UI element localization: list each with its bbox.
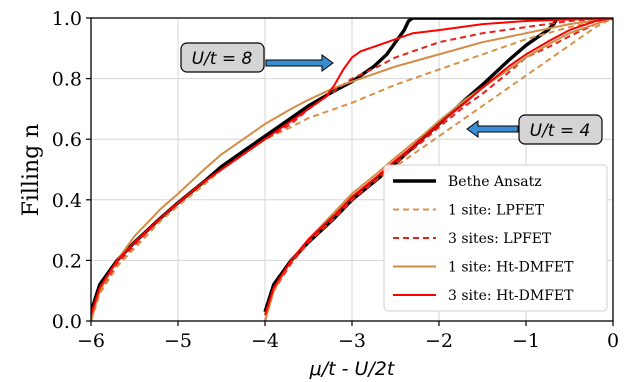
- x-ticks: −6 −5 −4 −3 −2 −1 0: [77, 321, 619, 352]
- y-axis-label: Filling n: [19, 124, 44, 217]
- series-line-4-0: [91, 18, 613, 316]
- legend-label-4: 3 site: Ht-DMFET: [448, 288, 574, 304]
- annotation-u4-label: U/t = 4: [530, 121, 591, 141]
- y-ticks: 0.0 0.2 0.4 0.6 0.8 1.0: [52, 8, 91, 333]
- legend-label-0: Bethe Ansatz: [448, 174, 542, 190]
- legend-label-1: 1 site: LPFET: [448, 203, 545, 219]
- y-tick-label: 0.8: [52, 69, 82, 91]
- series-line-2-1: [264, 18, 613, 321]
- annotation-u8-arrow: [265, 54, 334, 72]
- x-tick-label: −2: [425, 330, 453, 352]
- series-line-1-1: [264, 18, 613, 321]
- y-tick-label: 0.6: [52, 129, 82, 151]
- x-tick-label: 0: [607, 330, 619, 352]
- x-tick-label: −5: [164, 330, 192, 352]
- legend-label-2: 3 sites: LPFET: [448, 231, 552, 247]
- legend: Bethe Ansatz 1 site: LPFET 3 sites: LPFET 1…: [383, 164, 608, 312]
- y-tick-label: 0.4: [52, 190, 82, 212]
- series-lines: [91, 18, 613, 321]
- x-tick-label: −1: [512, 330, 540, 352]
- x-axis-label: μ/t - U/2t: [309, 358, 396, 380]
- legend-frame: [383, 164, 608, 312]
- series-line-3-0: [91, 18, 613, 321]
- series-line-4-1: [264, 18, 613, 316]
- annotation-u8: U/t = 8: [180, 42, 334, 73]
- x-tick-label: −6: [77, 330, 105, 352]
- annotation-u4: U/t = 4: [466, 114, 603, 145]
- series-line-2-0: [91, 18, 613, 321]
- legend-label-3: 1 site: Ht-DMFET: [448, 260, 574, 276]
- y-tick-label: 0.0: [52, 311, 82, 333]
- annotation-u4-arrow: [466, 120, 519, 138]
- annotation-u4-box: [518, 114, 603, 145]
- y-tick-label: 0.2: [52, 250, 82, 272]
- annotation-u8-box: [180, 42, 265, 73]
- y-tick-label: 1.0: [52, 8, 82, 30]
- annotation-u8-label: U/t = 8: [192, 49, 253, 69]
- x-tick-label: −4: [251, 330, 279, 352]
- x-tick-label: −3: [338, 330, 366, 352]
- series-line-1-0: [91, 18, 613, 321]
